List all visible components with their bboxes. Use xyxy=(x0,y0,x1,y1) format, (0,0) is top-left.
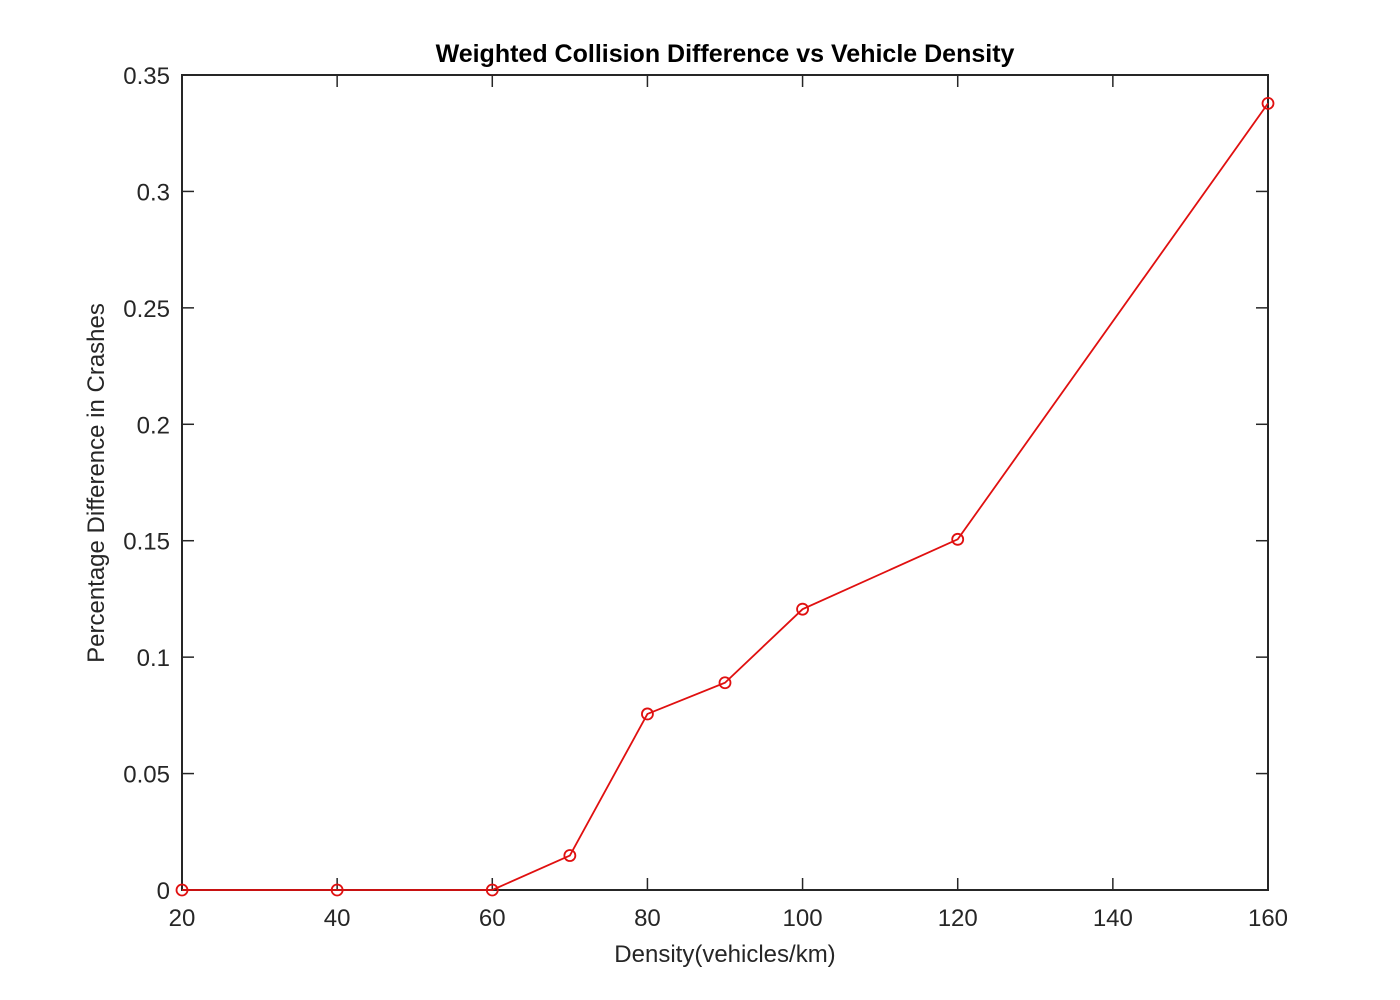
data-point xyxy=(175,883,189,897)
series-line xyxy=(182,102,1269,891)
data-point xyxy=(1261,97,1275,110)
plot-area: 20 40 60 80 100 120 140 160 0 0.05 0.1 0.15 0.2 0.25 0… xyxy=(123,63,1288,932)
x-tick-label: 80 xyxy=(634,905,661,932)
data-point xyxy=(641,707,654,721)
y-tick-label: 0.05 xyxy=(123,762,170,789)
x-tick-label: 160 xyxy=(1248,905,1288,932)
data-point xyxy=(951,532,965,546)
y-axis-label: Percentage Difference in Crashes xyxy=(83,303,110,663)
axes-box xyxy=(181,74,1269,891)
data-point xyxy=(485,883,499,897)
y-tick-label: 0.3 xyxy=(137,179,170,206)
data-point xyxy=(330,883,344,897)
y-tick-label: 0.25 xyxy=(123,296,170,323)
x-axis-label: Density(vehicles/km) xyxy=(614,941,835,968)
y-tick-label: 0.1 xyxy=(137,645,170,672)
x-tick-label: 100 xyxy=(783,905,823,932)
x-tick-label: 20 xyxy=(169,905,196,932)
y-tick-label: 0.2 xyxy=(137,412,170,439)
y-tick-label: 0.15 xyxy=(123,529,170,556)
data-point xyxy=(563,849,577,862)
y-tick-label: 0.35 xyxy=(123,63,170,90)
y-tick-label: 0 xyxy=(157,878,170,905)
data-point xyxy=(718,676,732,690)
data-point xyxy=(796,602,809,616)
x-tick-label: 60 xyxy=(479,905,506,932)
chart-title: Weighted Collision Difference vs Vehicle… xyxy=(436,40,1015,68)
x-tick-label: 40 xyxy=(324,905,351,932)
x-tick-label: 140 xyxy=(1093,905,1133,932)
x-tick-label: 120 xyxy=(938,905,978,932)
